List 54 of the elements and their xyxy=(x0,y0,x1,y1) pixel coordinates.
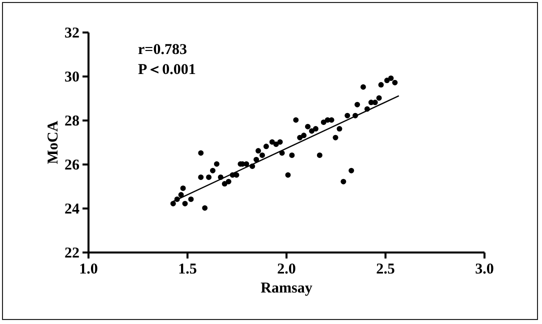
point xyxy=(336,126,342,132)
y-tick-label: 22 xyxy=(64,246,80,262)
annotation: P＜0.001 xyxy=(138,62,196,78)
point xyxy=(202,205,208,211)
y-axis-title: MoCA xyxy=(46,120,62,164)
point xyxy=(263,144,269,150)
point xyxy=(305,124,311,130)
point xyxy=(260,152,265,158)
point xyxy=(222,181,228,187)
point xyxy=(360,84,366,90)
point xyxy=(344,112,350,118)
point xyxy=(277,139,283,145)
x-tick-label: 2.0 xyxy=(277,262,296,278)
y-tick-label: 32 xyxy=(64,26,80,42)
point xyxy=(210,168,216,174)
point xyxy=(273,141,279,147)
x-tick-label: 2.5 xyxy=(376,262,395,278)
point xyxy=(316,152,322,158)
point xyxy=(198,174,204,180)
point xyxy=(188,196,194,202)
point xyxy=(289,152,295,158)
annotation: r=0.783 xyxy=(138,42,187,58)
point xyxy=(348,168,354,174)
point xyxy=(378,82,384,88)
point xyxy=(182,200,188,206)
point xyxy=(180,185,186,191)
point xyxy=(293,117,299,123)
x-tick-label: 3.0 xyxy=(475,262,494,278)
point xyxy=(312,126,318,132)
point xyxy=(388,75,394,81)
point xyxy=(226,178,232,184)
point xyxy=(214,161,220,167)
y-tick-label: 24 xyxy=(64,202,80,218)
point xyxy=(297,134,303,140)
x-tick-label: 1.0 xyxy=(79,262,98,278)
point xyxy=(254,156,260,162)
x-tick-label: 1.5 xyxy=(178,262,197,278)
y-tick-label: 26 xyxy=(64,158,80,174)
point xyxy=(285,172,291,178)
y-tick-label: 30 xyxy=(64,70,80,86)
point xyxy=(301,132,307,138)
point xyxy=(170,200,176,206)
point xyxy=(256,148,262,154)
point xyxy=(332,134,338,140)
point xyxy=(198,150,204,156)
point xyxy=(354,102,360,108)
x-axis-title: Ramsay xyxy=(260,280,313,296)
y-tick-label: 28 xyxy=(64,114,80,130)
point xyxy=(206,174,212,180)
point xyxy=(320,119,326,125)
point xyxy=(244,161,250,167)
point xyxy=(376,95,382,101)
point xyxy=(392,80,398,86)
point xyxy=(340,178,346,184)
